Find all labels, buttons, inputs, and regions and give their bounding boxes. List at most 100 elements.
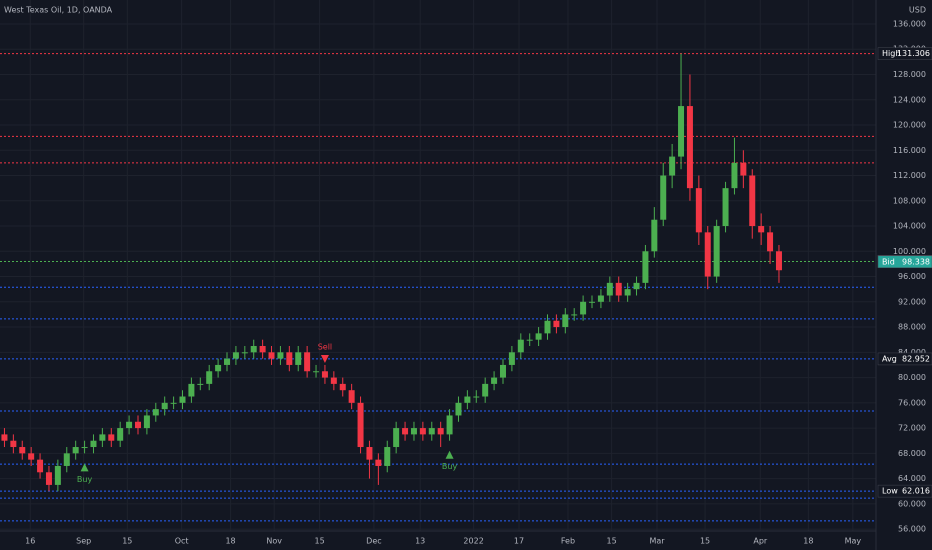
candle-body (152, 409, 159, 416)
price-label-box (877, 255, 932, 269)
candle-body (419, 428, 426, 435)
candle-body (90, 440, 97, 448)
x-tick-label: Oct (175, 537, 189, 546)
candle-body (170, 402, 177, 404)
candle-body (642, 251, 649, 283)
candle-body (295, 352, 302, 365)
candle-body (749, 175, 756, 227)
x-tick-label: May (845, 537, 862, 546)
y-tick-label: 72.000 (898, 424, 926, 433)
candle-body (304, 352, 311, 372)
x-tick-label: 16 (25, 537, 35, 546)
x-tick-label: 15 (607, 537, 617, 546)
y-tick-label: 104.000 (893, 222, 926, 231)
x-tick-label: Nov (266, 537, 282, 546)
candle-body (197, 383, 204, 385)
candle-body (758, 226, 765, 233)
price-label-value: 62.016 (902, 487, 930, 496)
price-label-name: High (882, 49, 900, 58)
price-label-box (877, 352, 932, 366)
candle-body (268, 352, 275, 359)
currency: USD (909, 6, 926, 15)
y-tick-label: 116.000 (893, 146, 926, 155)
candle-body (277, 352, 284, 359)
candle-body (615, 282, 622, 296)
y-tick-label: 76.000 (898, 398, 926, 407)
candle-body (482, 383, 489, 397)
candle-body (491, 377, 498, 384)
candle-body (660, 175, 667, 220)
x-tick-label: 18 (803, 537, 813, 546)
candle-body (286, 352, 293, 365)
candle-body (571, 314, 578, 316)
candle-body (339, 383, 346, 391)
candle-body (63, 453, 70, 466)
candle-body (410, 428, 417, 435)
price-label-box (877, 47, 932, 60)
candle-body (384, 447, 391, 466)
candle-body (99, 434, 106, 441)
candle-body (188, 383, 195, 397)
candle-body (19, 447, 26, 454)
candle-body (437, 428, 444, 435)
y-tick-label: 68.000 (898, 449, 926, 458)
x-tick-label: Feb (561, 537, 575, 546)
y-tick-label: 108.000 (893, 196, 926, 205)
candle-body (108, 434, 115, 441)
y-tick-label: 88.000 (898, 323, 926, 332)
candles (1, 53, 782, 492)
candle-body (678, 106, 685, 157)
candle-body (224, 358, 231, 365)
y-tick-label: 64.000 (898, 474, 926, 483)
candle-body (45, 472, 52, 485)
y-tick-label: 124.000 (893, 95, 926, 104)
candle-body (695, 188, 702, 233)
candle-body (606, 282, 613, 296)
y-tick-label: 128.000 (893, 70, 926, 79)
candle-body (428, 428, 435, 435)
y-tick-label: 136.000 (893, 19, 926, 28)
candle-body (517, 339, 524, 353)
signal-label: Buy (77, 475, 93, 484)
chart-title: West Texas Oil, 1D, OANDA (4, 6, 113, 15)
candle-body (54, 465, 61, 485)
price-label-name: Bid (882, 257, 895, 266)
candle-body (464, 396, 471, 403)
candle-body (686, 106, 693, 189)
x-tick-label: 2022 (463, 537, 483, 546)
candle-body (446, 415, 453, 435)
y-tick-label: 112.000 (893, 171, 926, 180)
candle-body (508, 352, 515, 365)
candle-body (562, 314, 569, 328)
candle-body (357, 402, 364, 448)
y-tick-label: 60.000 (898, 499, 926, 508)
candle-body (767, 232, 774, 252)
x-tick-label: 15 (122, 537, 132, 546)
candle-body (206, 371, 213, 384)
y-tick-label: 80.000 (898, 373, 926, 382)
x-tick-label: 18 (225, 537, 235, 546)
candle-body (740, 162, 747, 176)
signal-marker (320, 354, 329, 363)
candle-body (651, 219, 658, 252)
candle-body (526, 339, 533, 341)
y-tick-label: 100.000 (893, 247, 926, 256)
x-tick-label: 13 (415, 537, 425, 546)
candle-body (722, 188, 729, 227)
candle-body (713, 226, 720, 277)
y-tick-label: 84.000 (898, 348, 926, 357)
candle-body (669, 156, 676, 176)
price-label-value: 82.952 (902, 354, 930, 363)
x-tick-label: 15 (700, 537, 710, 546)
signal-label: Buy (442, 462, 458, 471)
candle-body (455, 402, 462, 416)
candle-body (366, 447, 373, 460)
candle-body (215, 364, 222, 372)
y-tick-label: 120.000 (893, 121, 926, 130)
candle-body (259, 346, 266, 353)
y-tick-label: 96.000 (898, 272, 926, 281)
candle-body (28, 453, 35, 460)
x-tick-label: Dec (366, 537, 381, 546)
